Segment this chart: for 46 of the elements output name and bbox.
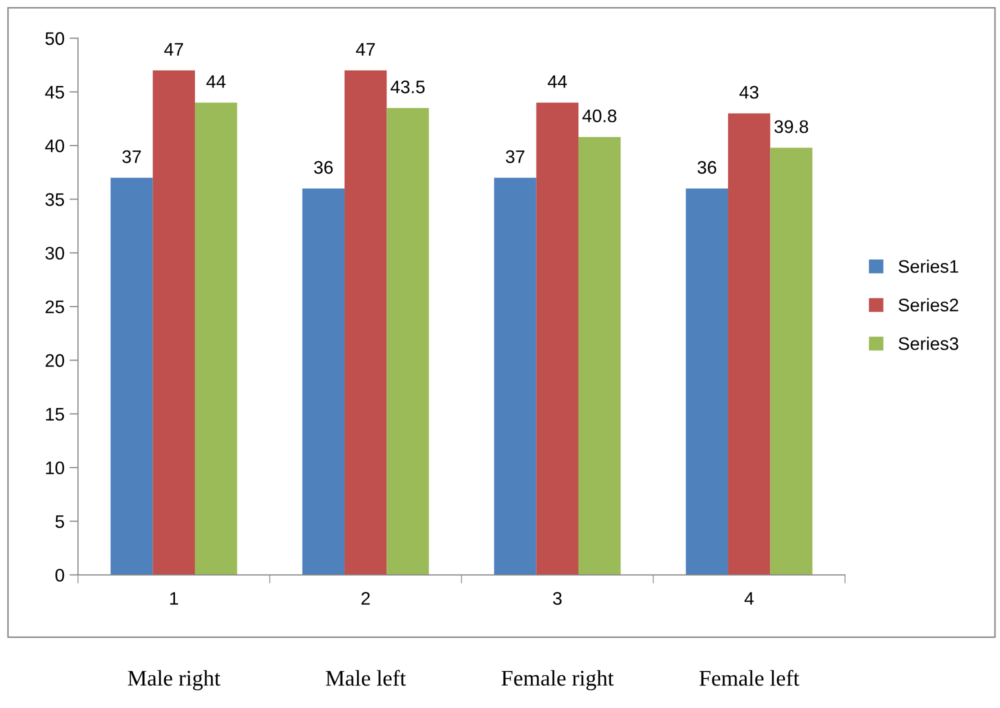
bar [386,108,429,575]
data-label: 47 [164,43,184,56]
y-tick-label: 25 [46,300,64,314]
data-label: 44 [548,75,567,88]
x-tick-label: 4 [744,592,754,605]
y-tick-label: 40 [45,140,64,152]
x-tick-label: 2 [362,592,370,605]
y-tick-label: 15 [46,408,64,421]
bar [110,178,153,575]
data-label: 37 [122,150,141,164]
bar [686,188,728,575]
text: Female left [699,670,800,686]
text: Female right [502,670,614,690]
data-label: 43.5 [390,80,425,94]
data-label: 37 [506,150,524,164]
y-tick-label: 20 [46,354,64,367]
data-label: 40.8 [582,110,616,122]
bar [728,113,770,575]
y-tick-label: 45 [45,86,64,99]
bar [494,178,536,575]
data-label: 43 [740,86,758,99]
y-tick-label: 30 [45,246,64,260]
y-tick-label: 10 [46,462,64,474]
bar [302,188,345,575]
y-tick-label: 0 [55,568,64,582]
data-label: 47 [356,43,375,56]
y-tick-label: 35 [45,193,64,206]
data-label: 39.8 [774,120,808,134]
y-tick-label: 5 [55,515,64,528]
text: Male right [128,670,220,690]
y-tick-label: 50 [45,32,64,45]
data-label: 44 [206,75,226,88]
data-label: 36 [698,161,716,174]
bar [344,70,387,575]
legend-label: Series3 [898,336,958,350]
legend-label: Series2 [898,298,958,312]
bar [194,102,238,575]
text: Male left [326,670,406,686]
data-label: 36 [314,161,333,174]
bar [578,136,621,575]
legend-label: Series1 [898,260,958,273]
bar [536,102,578,575]
bar [152,70,195,575]
bar [770,148,812,575]
x-tick-label: 3 [553,592,562,605]
x-tick-label: 1 [170,592,178,605]
